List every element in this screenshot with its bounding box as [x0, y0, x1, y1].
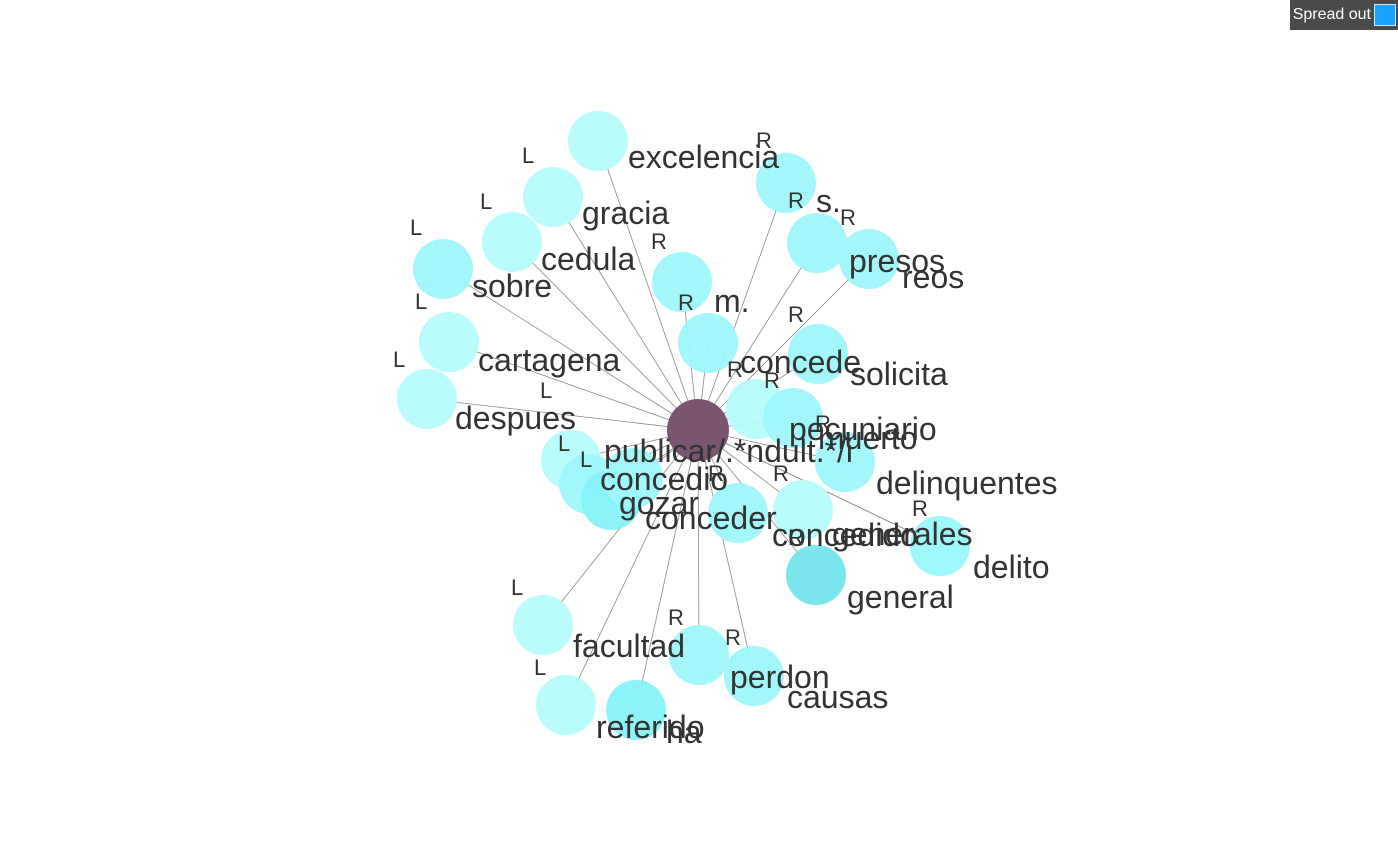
side-marker-concedio: L	[558, 431, 570, 456]
node-label-reos: reos	[902, 259, 964, 295]
edge-perdon	[697, 429, 700, 656]
node-label-conceder: conceder	[645, 500, 777, 536]
edge-excelencia	[597, 140, 699, 431]
node-concedio_r[interactable]	[603, 448, 663, 508]
side-marker-presos: R	[788, 188, 804, 213]
node-label-gracia: gracia	[582, 195, 669, 231]
node-label-cartagena: cartagena	[478, 342, 621, 378]
node-concedido[interactable]	[773, 480, 833, 540]
spread-out-control[interactable]: Spread out	[1289, 0, 1398, 30]
node-concede[interactable]	[678, 313, 738, 373]
node-label-concede: concede	[740, 344, 861, 380]
side-marker-concedido: R	[788, 525, 804, 550]
side-marker-despues: L	[540, 378, 552, 403]
side-marker-delinquentes: R	[815, 411, 831, 436]
node-label-delinquentes: delinquentes	[876, 465, 1057, 501]
side-marker-excelencia: L	[522, 143, 534, 168]
node-solicita[interactable]	[788, 324, 848, 384]
edge-ha	[635, 429, 699, 711]
center-label: publicar/.*ndult.*/i	[604, 433, 853, 469]
node-sobre[interactable]	[413, 239, 473, 299]
node-label-ha: ha	[666, 714, 702, 750]
node-label-gozar: gozar	[619, 485, 699, 521]
node-causas[interactable]	[724, 646, 784, 706]
side-marker-cedula: L	[410, 215, 422, 240]
side-marker-concede: R	[678, 290, 694, 315]
node-label-excelencia: excelencia	[628, 139, 779, 175]
node-label-m: m.	[714, 283, 750, 319]
nodes-layer	[397, 111, 970, 740]
node-m[interactable]	[652, 252, 712, 312]
edge-referido	[565, 429, 699, 706]
node-cedula[interactable]	[482, 212, 542, 272]
node-label-despues: despues	[455, 400, 576, 436]
side-marker-muerto: R	[764, 368, 780, 393]
side-marker-facultad: L	[511, 575, 523, 600]
side-marker-pecuniario: R	[727, 357, 743, 382]
node-presos[interactable]	[787, 213, 847, 273]
node-label-general: general	[847, 579, 954, 615]
node-s[interactable]	[756, 153, 816, 213]
node-facultad[interactable]	[513, 595, 573, 655]
node-delinquentes[interactable]	[815, 432, 875, 492]
node-label-generales: generales	[832, 516, 973, 552]
edge-despues	[426, 398, 699, 431]
side-marker-gozar: L	[580, 447, 592, 472]
edge-reos	[697, 258, 870, 431]
node-ha[interactable]	[606, 680, 666, 740]
node-label-concedido: concedido	[772, 517, 918, 553]
node-general[interactable]	[786, 545, 846, 605]
node-label-cedula: cedula	[541, 241, 636, 277]
side-marker-perdon: R	[668, 605, 684, 630]
node-label-pecuniario: pecuniario	[789, 411, 937, 447]
spread-out-label: Spread out	[1292, 6, 1371, 23]
node-label-facultad: facultad	[573, 628, 685, 664]
node-label-solicita: solicita	[850, 356, 948, 392]
node-perdon[interactable]	[669, 625, 729, 685]
side-marker-conceder: R	[773, 461, 789, 486]
node-label-perdon: perdon	[730, 659, 830, 695]
node-despues[interactable]	[397, 369, 457, 429]
side-marker-gracia: L	[480, 189, 492, 214]
side-marker-cartagena: L	[393, 347, 405, 372]
node-cartagena[interactable]	[419, 312, 479, 372]
node-delito[interactable]	[910, 516, 970, 576]
node-gracia[interactable]	[523, 167, 583, 227]
node-label-delito: delito	[973, 549, 1050, 585]
node-label-muerto: muerto	[818, 420, 918, 456]
side-marker-solicita: R	[788, 302, 804, 327]
side-marker-causas: R	[725, 625, 741, 650]
node-label-sobre: sobre	[472, 268, 552, 304]
edge-sobre	[442, 268, 699, 431]
node-label-presos: presos	[849, 243, 945, 279]
node-reos[interactable]	[839, 229, 899, 289]
node-label-causas: causas	[787, 679, 888, 715]
side-marker-reos: R	[840, 205, 856, 230]
spread-out-toggle[interactable]	[1374, 4, 1396, 26]
edge-cedula	[511, 241, 699, 431]
side-marker-sobre: L	[415, 289, 427, 314]
center-node[interactable]	[667, 399, 729, 461]
node-excelencia[interactable]	[568, 111, 628, 171]
node-muerto[interactable]	[763, 388, 823, 448]
edge-presos	[697, 242, 818, 431]
side-marker-m: R	[651, 229, 667, 254]
edge-s	[697, 182, 787, 431]
node-referido[interactable]	[536, 675, 596, 735]
side-marker-s: R	[756, 128, 772, 153]
side-marker-referido: L	[534, 655, 546, 680]
node-conceder[interactable]	[708, 483, 768, 543]
edge-cartagena	[448, 341, 699, 431]
side-marker-generales: R	[912, 496, 928, 521]
edge-causas	[697, 429, 755, 677]
node-label-s: s.	[816, 183, 841, 219]
edge-gracia	[552, 196, 699, 431]
node-label-referido: referido	[596, 709, 705, 745]
node-label-concedio: concedio	[600, 461, 728, 497]
side-marker-concedio_r: R	[708, 461, 724, 486]
